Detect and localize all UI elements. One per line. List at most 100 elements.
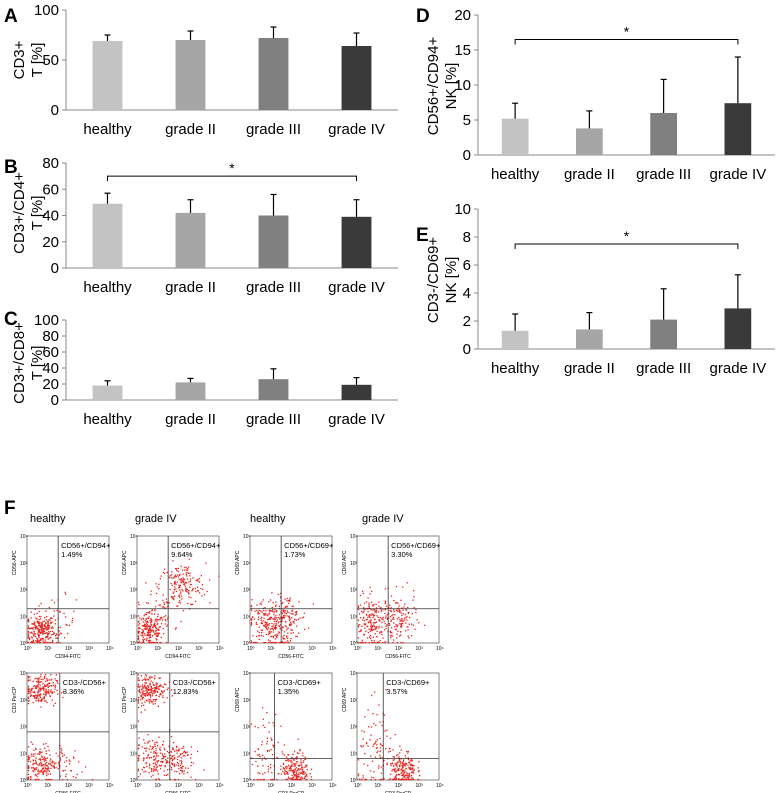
flow-event-dot [40, 688, 42, 690]
flow-event-dot [375, 610, 377, 612]
flow-event-dot [293, 778, 296, 781]
panel-d-ylabel: CD56+/CD94+ NK [%] [425, 37, 460, 136]
flow-event-dot [171, 584, 173, 587]
flow-event-dot [39, 638, 42, 640]
flow-event-dot [51, 761, 53, 763]
flow-event-dot [293, 621, 295, 623]
flow-event-dot [31, 627, 33, 630]
flow-event-dot [40, 762, 43, 765]
flow-event-dot [412, 767, 414, 770]
flow-event-dot [151, 748, 153, 750]
flow-event-dot [261, 616, 263, 618]
flow-event-dot [160, 618, 162, 620]
flow-event-dot [138, 628, 140, 630]
flow-event-dot [250, 641, 253, 644]
flow-event-dot [279, 628, 281, 630]
flow-event-dot [171, 695, 174, 697]
flow-x-tick-label: 10¹ [155, 783, 163, 789]
flow-event-dot [252, 635, 254, 637]
flow-event-dot [31, 689, 33, 692]
flow-event-dot [150, 624, 153, 626]
flow-event-dot [282, 637, 284, 640]
flow-event-dot [195, 579, 197, 582]
flow-event-dot [157, 686, 160, 688]
flow-event-dot [138, 620, 140, 623]
flow-event-dot [401, 778, 403, 781]
flow-event-dot [266, 749, 269, 752]
flow-event-dot [155, 769, 158, 771]
flow-event-dot [167, 757, 169, 759]
flow-event-dot [390, 763, 392, 765]
flow-event-dot [45, 636, 47, 639]
flow-event-dot [186, 754, 189, 756]
flow-event-dot [44, 685, 46, 687]
flow-event-dot [372, 713, 374, 715]
flow-event-dot [181, 771, 184, 773]
flow-event-dot [139, 641, 141, 644]
flow-event-dot [37, 700, 39, 702]
flow-event-dot [184, 581, 187, 584]
flow-event-dot [406, 582, 409, 584]
flow-event-dot [53, 632, 55, 634]
flow-event-dot [359, 594, 362, 597]
flow-event-dot [46, 680, 49, 682]
flow-x-axis-label: CD3 PerCP [385, 791, 412, 793]
flow-event-dot [159, 746, 161, 749]
flow-event-dot [137, 674, 140, 676]
flow-event-dot [300, 762, 302, 764]
flow-event-dot [171, 571, 173, 573]
flow-event-dot [266, 622, 268, 624]
flow-event-dot [54, 619, 57, 621]
flow-event-dot [36, 626, 38, 628]
flow-event-dot [383, 629, 386, 631]
flow-event-dot [55, 767, 57, 769]
flow-event-dot [137, 700, 140, 702]
flow-event-dot [177, 756, 179, 758]
flow-event-dot [403, 619, 406, 621]
flow-event-dot [272, 625, 274, 627]
flow-event-dot [250, 640, 253, 642]
flow-event-dot [364, 778, 366, 781]
flow-event-dot [259, 602, 261, 605]
flow-event-dot [76, 773, 78, 776]
flow-event-dot [188, 581, 190, 583]
flow-event-dot [185, 567, 187, 569]
panel-d-ytick-label: 15 [454, 42, 471, 59]
flow-event-dot [380, 609, 382, 611]
flow-event-dot [263, 757, 266, 759]
flow-y-axis-label: CD69 APC [235, 550, 241, 575]
flow-event-dot [272, 722, 274, 724]
panel-a-ylabel-line1: CD3+ [11, 40, 28, 79]
flow-event-dot [156, 635, 158, 637]
flow-event-dot [362, 777, 364, 779]
flow-event-dot [402, 613, 404, 615]
flow-event-dot [290, 624, 292, 626]
flow-event-dot [37, 621, 40, 623]
flow-event-dot [46, 757, 49, 759]
flow-event-dot [290, 770, 292, 772]
flow-event-dot [40, 678, 42, 681]
flow-event-dot [170, 757, 172, 759]
flow-event-dot [171, 769, 173, 771]
flow-event-dot [283, 611, 285, 613]
flow-event-dot [145, 686, 147, 689]
flow-event-dot [155, 764, 158, 766]
flow-event-dot [357, 608, 360, 611]
flow-event-dot [367, 616, 369, 618]
flow-event-dot [171, 760, 174, 762]
flow-event-dot [39, 626, 42, 628]
flow-event-dot [58, 634, 61, 636]
flow-event-dot [374, 756, 377, 758]
flow-event-dot [209, 602, 211, 604]
flow-event-dot [147, 602, 149, 604]
flow-event-dot [144, 684, 146, 686]
flow-event-dot [252, 641, 255, 644]
flow-event-dot [174, 582, 177, 584]
flow-event-dot [147, 612, 149, 614]
panel-b-category-label: grade III [246, 279, 301, 296]
flow-x-axis-label: CD56-FITC [55, 791, 81, 793]
flow-event-dot [401, 777, 404, 780]
flow-event-dot [35, 748, 37, 751]
panel-a-category-label: grade II [165, 121, 216, 138]
flow-event-dot [287, 637, 289, 640]
